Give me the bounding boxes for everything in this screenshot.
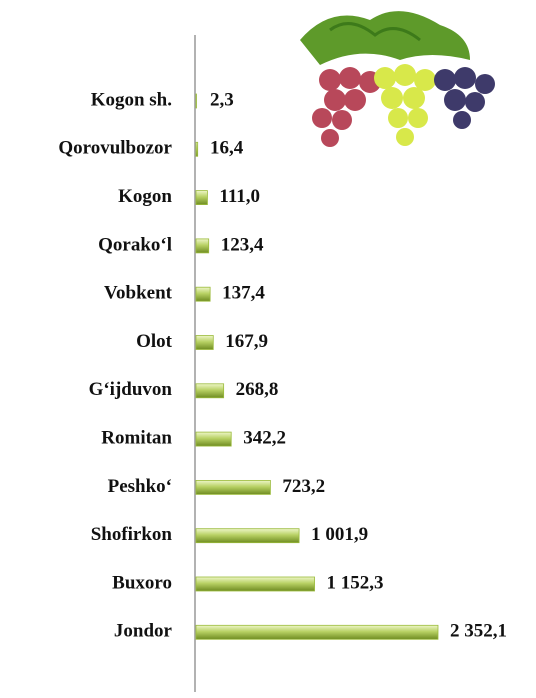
- bar: [195, 528, 300, 544]
- category-label: G‘ijduvon: [89, 379, 173, 400]
- category-label: Qorako‘l: [98, 234, 172, 255]
- category-label: Shofirkon: [91, 524, 173, 545]
- value-label: 167,9: [225, 331, 268, 352]
- bar: [195, 141, 199, 157]
- grapes-illustration: [300, 11, 495, 147]
- category-label: Olot: [136, 331, 173, 352]
- value-label: 268,8: [236, 379, 279, 400]
- category-label: Romitan: [101, 427, 172, 448]
- bar: [195, 431, 232, 447]
- value-label: 1 152,3: [327, 572, 384, 593]
- bar: [195, 238, 210, 254]
- value-label: 137,4: [222, 283, 265, 304]
- bar: [195, 93, 197, 109]
- value-label: 723,2: [282, 476, 325, 497]
- category-label: Buxoro: [112, 572, 172, 593]
- category-label: Peshko‘: [108, 476, 172, 497]
- category-label: Jondor: [114, 621, 173, 642]
- bar: [195, 383, 225, 399]
- bar: [195, 479, 271, 495]
- value-label: 123,4: [221, 234, 264, 255]
- bar: [195, 576, 315, 592]
- category-label: Kogon: [118, 186, 172, 207]
- bar: [195, 335, 214, 350]
- category-label: Qorovulbozor: [58, 138, 172, 159]
- value-label: 1 001,9: [311, 524, 368, 545]
- category-label: Kogon sh.: [91, 89, 172, 110]
- value-label: 111,0: [219, 186, 260, 207]
- value-label: 342,2: [243, 427, 286, 448]
- value-label: 2,3: [210, 89, 234, 110]
- value-label: 16,4: [210, 138, 244, 159]
- bar: [195, 624, 439, 640]
- bar: [195, 286, 211, 302]
- value-label: 2 352,1: [450, 621, 507, 642]
- category-label: Vobkent: [104, 283, 173, 304]
- bar: [195, 190, 208, 206]
